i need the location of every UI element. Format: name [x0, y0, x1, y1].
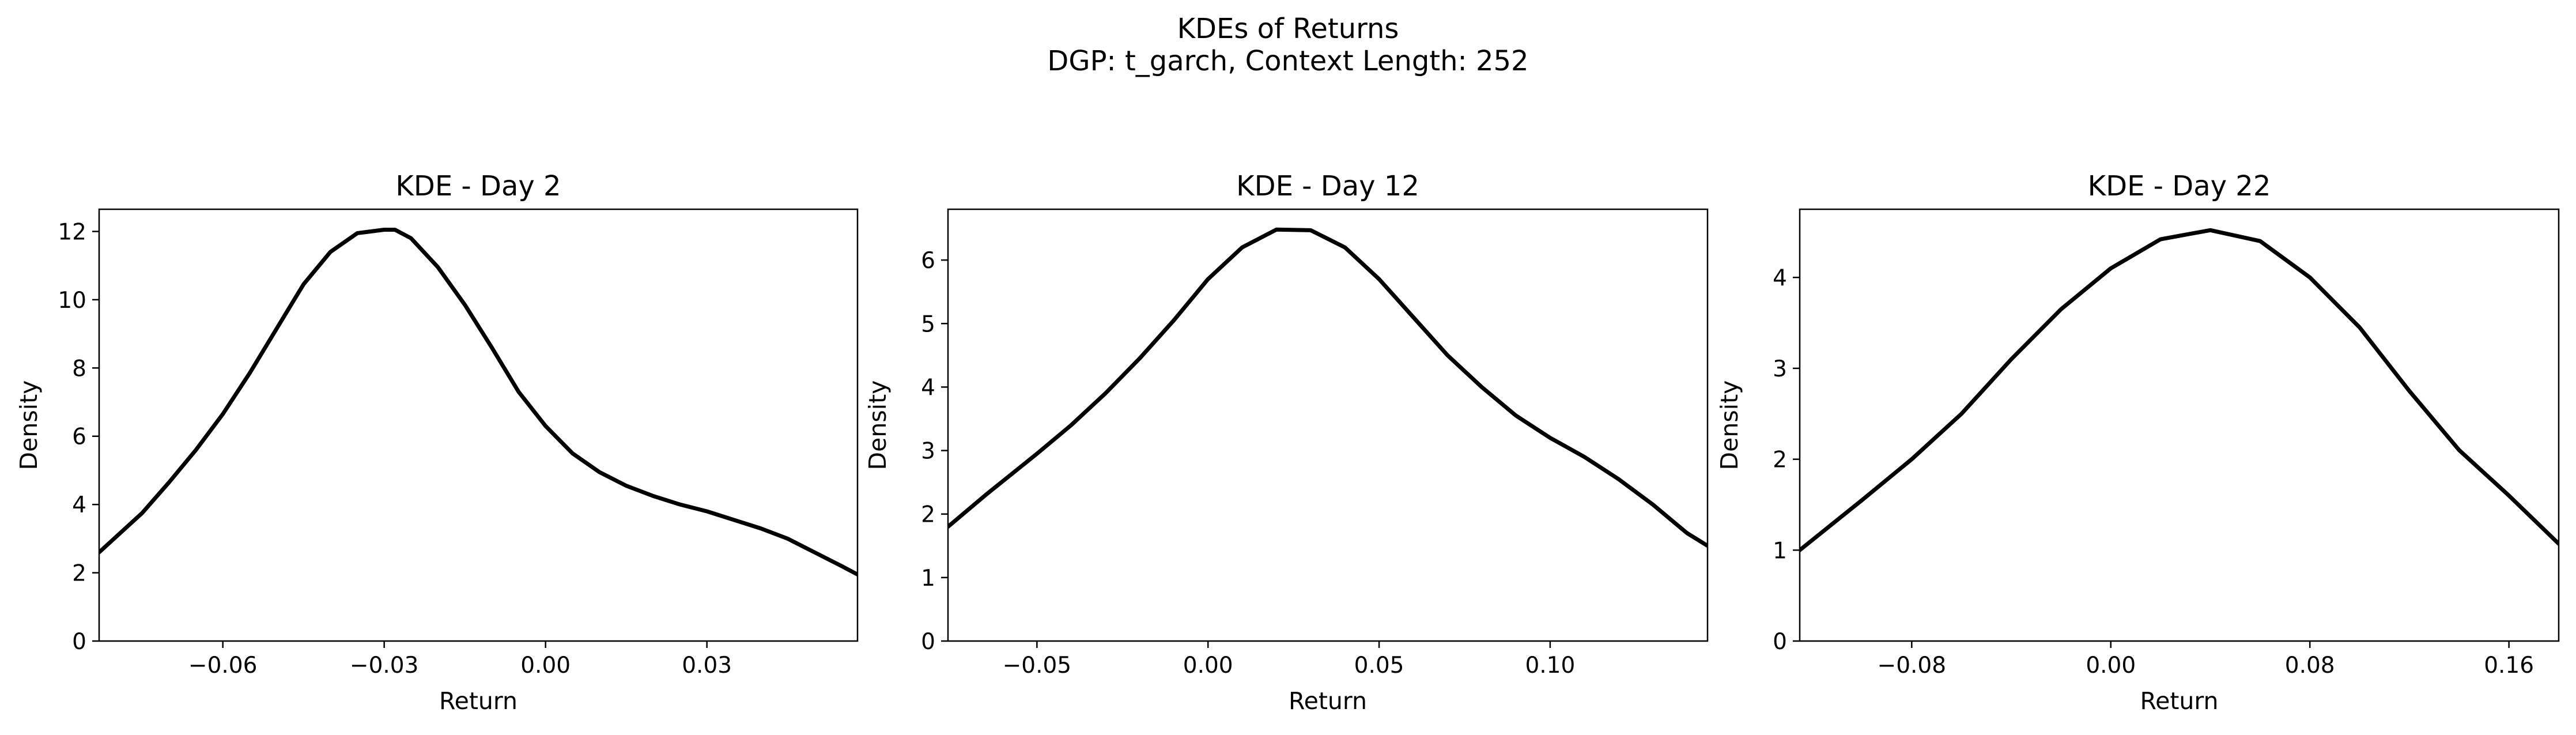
y-tick-label: 4 — [72, 492, 86, 518]
y-tick-label: 0 — [921, 629, 935, 655]
kde-density-line — [99, 228, 858, 577]
y-axis-label: Density — [864, 380, 892, 470]
x-tick-label: −0.03 — [350, 653, 419, 679]
y-tick-label: 6 — [921, 248, 935, 274]
y-tick-label: 2 — [921, 502, 935, 528]
x-tick-label: 0.00 — [1183, 653, 1233, 679]
y-tick-label: 1 — [1773, 538, 1787, 564]
x-tick-label: −0.05 — [1003, 653, 1072, 679]
x-tick-label: 0.00 — [520, 653, 571, 679]
y-tick-label: 12 — [58, 219, 86, 245]
y-tick-label: 4 — [1773, 265, 1787, 291]
figure-title-line1: KDEs of Returns — [1177, 13, 1399, 45]
kde-density-line — [948, 227, 1708, 548]
kde-panel-2: −0.05 0.00 0.05 0.10 0 1 2 3 4 5 6 KDE - Day 12 Retu… — [864, 170, 1709, 715]
y-tick-label: 3 — [921, 439, 935, 465]
y-tick-label: 1 — [921, 566, 935, 591]
x-tick-label: −0.08 — [1878, 653, 1947, 679]
axes-frame — [1799, 208, 2560, 642]
y-axis-label: Density — [1716, 380, 1743, 470]
y-tick-label: 2 — [1773, 447, 1787, 473]
x-tick-label: 0.16 — [2484, 653, 2534, 679]
panel-title: KDE - Day 22 — [2088, 170, 2271, 202]
y-tick-label: 6 — [72, 424, 86, 450]
y-tick-label: 2 — [72, 561, 86, 587]
y-tick-label: 8 — [72, 356, 86, 382]
y-tick-label: 0 — [1773, 629, 1787, 655]
x-tick-label: −0.06 — [188, 653, 258, 679]
axes-frame — [947, 208, 1709, 642]
x-tick-label: 0.00 — [2086, 653, 2136, 679]
kde-density-line — [1800, 228, 2559, 552]
kde-panel-3: −0.08 0.00 0.08 0.16 0 1 2 3 4 KDE - Day 22 Return… — [1716, 170, 2560, 715]
y-tick-label: 0 — [72, 629, 86, 655]
x-tick-label: 0.10 — [1525, 653, 1575, 679]
y-tick-label: 10 — [58, 288, 86, 314]
y-tick-label: 5 — [921, 311, 935, 337]
panel-title: KDE - Day 2 — [395, 170, 561, 202]
x-tick-label: 0.08 — [2285, 653, 2335, 679]
x-axis-label: Return — [439, 687, 518, 715]
x-axis-label: Return — [1289, 687, 1367, 715]
axes-frame — [98, 208, 859, 642]
y-tick-label: 3 — [1773, 356, 1787, 382]
y-tick-label: 4 — [921, 375, 935, 401]
x-axis-label: Return — [2140, 687, 2218, 715]
panel-title: KDE - Day 12 — [1236, 170, 1419, 202]
x-tick-label: 0.05 — [1354, 653, 1404, 679]
y-axis-label: Density — [15, 380, 43, 470]
kde-panel-1: −0.06 −0.03 0.00 0.03 0 2 4 6 8 10 12 KDE - Day 2 Re… — [15, 170, 859, 715]
x-tick-label: 0.03 — [682, 653, 732, 679]
figure-title-line2: DGP: t_garch, Context Length: 252 — [1047, 45, 1529, 77]
